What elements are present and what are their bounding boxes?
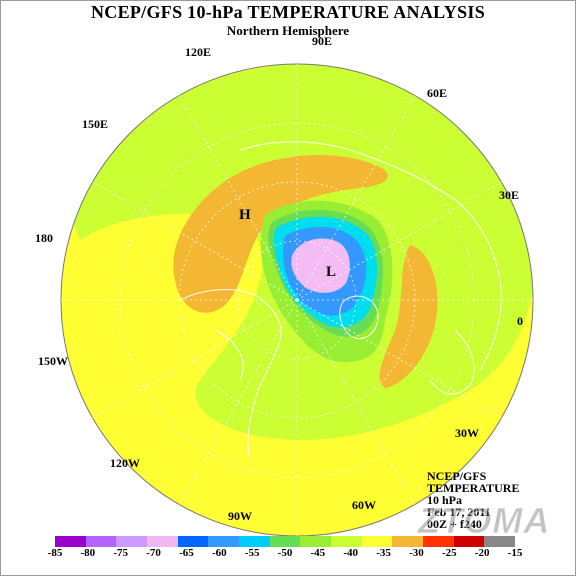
color-scale-tick-label: -40: [343, 547, 359, 559]
temperature-field: [61, 64, 533, 536]
coastlines: [179, 141, 502, 461]
warm-east-band: [379, 245, 438, 388]
lon-label-30w: 30W: [455, 426, 479, 440]
lon-label-150w: 150W: [38, 354, 68, 368]
color-scale-swatch: [300, 536, 332, 547]
color-scale-tick-label: -80: [80, 547, 96, 559]
info-variable: TEMPERATURE: [427, 481, 520, 495]
color-scale-swatch: [361, 536, 393, 547]
map-subtitle: Northern Hemisphere: [226, 23, 350, 38]
meridian-line: [296, 299, 502, 419]
meridian-line: [178, 95, 298, 301]
warm-high-region: [173, 154, 388, 313]
low-pressure-label: L: [326, 264, 336, 280]
lon-label-0: 0: [517, 314, 523, 328]
lon-label-120e: 120E: [185, 45, 211, 59]
info-forecast-hour: 00Z + f240: [427, 517, 482, 531]
color-scale-swatch: [177, 536, 209, 547]
lon-label-30e: 30E: [499, 188, 519, 202]
color-scale-tick-label: -65: [179, 547, 194, 559]
meridian-line: [178, 299, 298, 505]
color-scale-swatch: [331, 536, 362, 547]
cold-vortex-core: [291, 238, 350, 293]
color-scale-tick-label: -35: [376, 547, 391, 559]
lon-label-60w: 60W: [352, 498, 376, 512]
color-scale-tick-label: -30: [409, 547, 424, 559]
latitude-circle: [237, 240, 357, 360]
color-scale-swatch: [85, 536, 117, 547]
color-scale-bar: [55, 536, 516, 547]
meridian-line: [92, 299, 298, 419]
lon-label-90e: 90E: [312, 34, 332, 48]
color-scale-tick-label: -60: [211, 547, 227, 559]
lon-label-60e: 60E: [427, 86, 447, 100]
info-date: Feb 17, 2011: [427, 505, 491, 519]
lon-label-150e: 150E: [82, 117, 108, 131]
north-america-coast: [179, 289, 282, 461]
color-scale-tick-label: -70: [146, 547, 161, 559]
color-scale-swatch: [116, 536, 148, 547]
color-scale-tick-label: -85: [47, 547, 63, 559]
ztoma-watermark: ZTOMA: [417, 500, 551, 542]
color-scale-swatch: [55, 536, 86, 547]
greenland-coast: [339, 295, 379, 340]
lon-label-120w: 120W: [110, 456, 140, 470]
europe-coast: [429, 329, 475, 395]
run-info-block: NCEP/GFS TEMPERATURE 10 hPa Feb 17, 2011…: [427, 470, 519, 530]
high-pressure-label: H: [239, 207, 251, 223]
color-scale-tick-label: -25: [441, 547, 457, 559]
latitude-circle: [178, 181, 416, 419]
color-scale-swatch: [269, 536, 301, 547]
color-scale-labels: -85 -80 -75 -70 -65 -60 -55 -50 -45 -40 -35 -30 -25 -…: [48, 547, 523, 561]
map-title: NCEP/GFS 10-hPa TEMPERATURE ANALYSIS: [90, 2, 486, 22]
longitude-labels: 90E 60E 30E 0 30W 60W 90W 120W 150W 180 …: [35, 34, 523, 523]
meridian-line: [92, 181, 298, 301]
lat-lon-grid: [61, 64, 533, 536]
color-scale-swatch: [423, 536, 454, 547]
info-model: NCEP/GFS: [427, 469, 487, 483]
color-scale-tick-label: -50: [277, 547, 293, 559]
lon-label-180: 180: [35, 231, 53, 245]
lon-label-90w: 90W: [228, 509, 252, 523]
meridian-line: [296, 181, 502, 301]
color-scale-swatch: [208, 536, 240, 547]
info-level: 10 hPa: [427, 493, 463, 507]
color-scale-swatch: [453, 536, 485, 547]
color-scale-tick-label: -20: [474, 547, 490, 559]
color-scale-tick-label: -75: [113, 547, 129, 559]
eurasia-coast: [239, 141, 502, 371]
color-scale-tick-label: -55: [244, 547, 260, 559]
color-scale-swatch: [239, 536, 270, 547]
color-scale-swatch: [392, 536, 424, 547]
color-scale-swatch: [484, 536, 516, 547]
color-scale-tick-label: -15: [507, 547, 523, 559]
meridian-line: [296, 95, 416, 301]
color-scale-tick-label: -45: [310, 547, 326, 559]
meridian-line: [296, 299, 416, 505]
color-scale-swatch: [147, 536, 178, 547]
